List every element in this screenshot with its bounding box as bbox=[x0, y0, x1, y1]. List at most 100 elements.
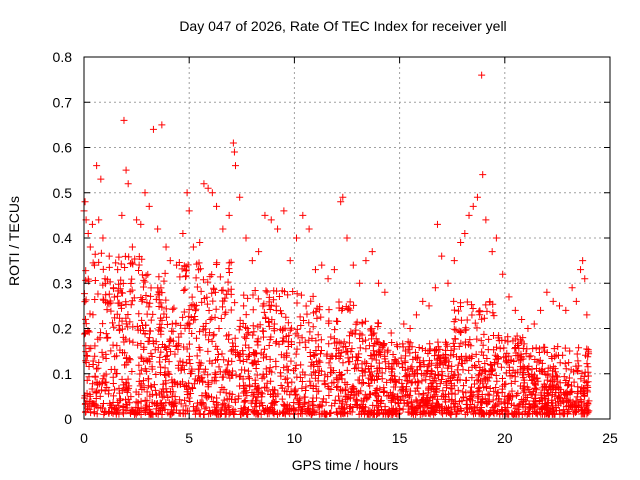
data-point-cloud bbox=[135, 267, 143, 275]
data-point-cloud bbox=[283, 366, 291, 374]
data-point-cloud bbox=[561, 344, 569, 352]
data-point-cloud bbox=[165, 358, 173, 366]
data-point bbox=[356, 279, 364, 287]
data-point-cloud bbox=[424, 362, 432, 370]
data-point-cloud bbox=[254, 393, 262, 401]
data-point-cloud bbox=[152, 295, 160, 303]
data-point-cloud bbox=[85, 363, 93, 371]
data-point-cloud bbox=[231, 299, 239, 307]
data-point-cloud bbox=[196, 346, 204, 354]
data-point-cloud bbox=[241, 366, 249, 374]
data-point-cloud bbox=[328, 379, 336, 387]
data-point-cloud bbox=[285, 331, 293, 339]
data-point-cloud bbox=[388, 393, 396, 401]
data-point-cloud bbox=[374, 323, 382, 331]
data-point-cloud bbox=[568, 388, 576, 396]
data-point-cloud bbox=[223, 290, 231, 298]
data-point-cloud bbox=[224, 361, 232, 369]
data-point-cloud bbox=[543, 409, 551, 417]
data-point bbox=[280, 207, 288, 215]
data-point-cloud bbox=[265, 298, 273, 306]
data-point-cloud bbox=[202, 331, 210, 339]
data-point-cloud bbox=[331, 396, 339, 404]
data-point-cloud bbox=[526, 410, 534, 418]
data-point-cloud bbox=[189, 403, 197, 411]
data-point-cloud bbox=[284, 291, 292, 299]
data-point-cloud bbox=[483, 384, 491, 392]
data-point-cloud bbox=[584, 400, 592, 408]
data-point-cloud bbox=[273, 287, 281, 295]
data-point-cloud bbox=[96, 392, 104, 400]
data-point-cloud bbox=[251, 286, 259, 294]
data-point-cloud bbox=[229, 339, 237, 347]
data-point-cloud bbox=[85, 328, 93, 336]
data-point-cloud bbox=[515, 356, 523, 364]
data-point-cloud bbox=[137, 397, 145, 405]
data-point-cloud bbox=[318, 402, 326, 410]
data-point-cloud bbox=[208, 289, 216, 297]
data-point-cloud bbox=[128, 275, 136, 283]
data-point-cloud bbox=[575, 362, 583, 370]
data-point bbox=[114, 266, 122, 274]
data-point bbox=[583, 311, 591, 319]
data-point-cloud bbox=[120, 338, 128, 346]
data-point-cloud bbox=[214, 350, 222, 358]
data-point-cloud bbox=[297, 361, 305, 369]
data-point-cloud bbox=[203, 300, 211, 308]
data-point-cloud bbox=[100, 372, 108, 380]
data-point-cloud bbox=[453, 366, 461, 374]
data-point-cloud bbox=[280, 409, 288, 417]
data-point-cloud bbox=[209, 397, 217, 405]
data-point-cloud bbox=[451, 390, 459, 398]
data-point-cloud bbox=[145, 355, 153, 363]
data-point-cloud bbox=[159, 380, 167, 388]
data-point-cloud bbox=[239, 319, 247, 327]
data-point-cloud bbox=[300, 316, 308, 324]
data-point-cloud bbox=[254, 358, 262, 366]
data-point-cloud bbox=[83, 352, 91, 360]
data-point-cloud bbox=[352, 326, 360, 334]
data-point-cloud bbox=[437, 357, 445, 365]
data-point-cloud bbox=[453, 353, 461, 361]
data-point-cloud bbox=[171, 350, 179, 358]
data-point-cloud bbox=[493, 377, 501, 385]
data-point bbox=[381, 288, 389, 296]
data-point-cloud bbox=[502, 369, 510, 377]
data-point-cloud bbox=[293, 325, 301, 333]
data-point-cloud bbox=[112, 259, 120, 267]
data-point bbox=[572, 297, 580, 305]
data-point-cloud bbox=[450, 306, 458, 314]
data-point bbox=[349, 261, 357, 269]
data-point-cloud bbox=[101, 408, 109, 416]
data-point-cloud bbox=[512, 352, 520, 360]
data-point-cloud bbox=[278, 395, 286, 403]
data-point-cloud bbox=[199, 326, 207, 334]
data-point-cloud bbox=[180, 343, 188, 351]
data-point-cloud bbox=[191, 410, 199, 418]
data-point-cloud bbox=[519, 355, 527, 363]
data-point-cloud bbox=[442, 350, 450, 358]
data-point-cloud bbox=[212, 401, 220, 409]
data-point-cloud bbox=[584, 388, 592, 396]
data-point-cloud bbox=[128, 367, 136, 375]
data-point-cloud bbox=[314, 403, 322, 411]
data-point-cloud bbox=[236, 316, 244, 324]
data-point-cloud bbox=[210, 330, 218, 338]
data-point-cloud bbox=[549, 381, 557, 389]
data-point-cloud bbox=[105, 263, 113, 271]
data-point-cloud bbox=[476, 383, 484, 391]
data-point-cloud bbox=[208, 337, 216, 345]
data-point-cloud bbox=[279, 325, 287, 333]
data-point-cloud bbox=[298, 384, 306, 392]
data-point-cloud bbox=[398, 360, 406, 368]
data-point-cloud bbox=[431, 388, 439, 396]
data-point bbox=[419, 297, 427, 305]
data-point-cloud bbox=[181, 396, 189, 404]
data-point-cloud bbox=[293, 299, 301, 307]
data-point-cloud bbox=[252, 364, 260, 372]
data-point-cloud bbox=[420, 408, 428, 416]
data-point bbox=[339, 193, 347, 201]
data-point-cloud bbox=[516, 400, 524, 408]
data-point-cloud bbox=[330, 335, 338, 343]
data-point-cloud bbox=[277, 369, 285, 377]
